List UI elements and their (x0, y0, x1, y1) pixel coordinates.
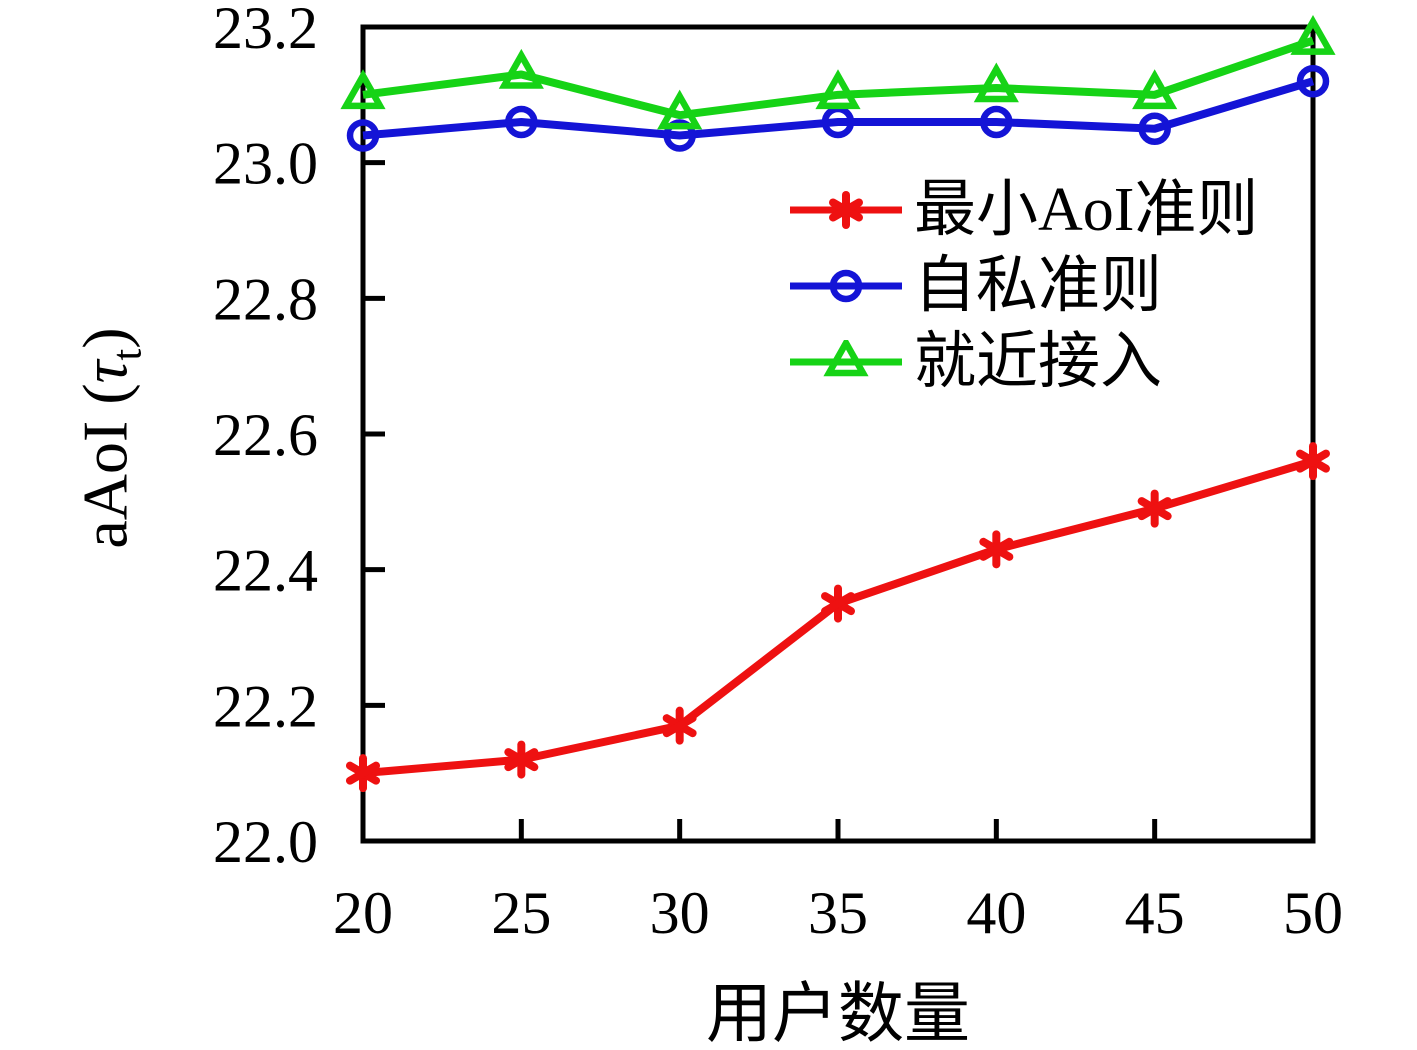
marker-selfish-45 (1138, 112, 1171, 145)
legend-marker-nearest (823, 340, 869, 377)
series-markers-selfish (346, 65, 1330, 152)
x-tick-label: 35 (808, 880, 868, 946)
legend-marker-selfish (829, 269, 863, 303)
y-tick-label: 22.0 (213, 809, 318, 875)
marker-min-aoi-50 (1296, 442, 1330, 481)
legend-label-min-aoi: 最小AoI准则 (914, 176, 1259, 244)
x-tick-label: 45 (1125, 880, 1185, 946)
x-tick-label: 50 (1283, 880, 1343, 946)
x-tick-label: 40 (966, 880, 1026, 946)
series-line-selfish (362, 77, 1315, 140)
marker-selfish-25 (505, 105, 538, 139)
marker-nearest-50 (1290, 14, 1336, 55)
legend-label-selfish: 自私准则 (914, 252, 1163, 320)
axes-ticks-layer: 22.0 22.2 22.4 22.6 22.8 23.0 23.2 20 25 30 35 40 45… (213, 0, 1343, 946)
marker-nearest-40 (973, 62, 1019, 103)
x-tick-label: 25 (491, 880, 551, 946)
marker-min-aoi-30 (662, 706, 697, 745)
legend-sample-asterisk-icon (790, 191, 902, 229)
series-markers-min-aoi (346, 442, 1330, 793)
series-line-nearest (362, 36, 1315, 120)
legend-label-nearest: 就近接入 (914, 328, 1163, 396)
y-tick-label: 22.8 (213, 266, 318, 332)
marker-nearest-25 (498, 48, 544, 89)
legend-item-nearest: 就近接入 (786, 324, 1258, 400)
x-axis-label: 用户数量 (706, 978, 970, 1050)
marker-selfish-50 (1296, 65, 1330, 98)
marker-min-aoi-45 (1137, 489, 1172, 528)
marker-selfish-40 (980, 105, 1013, 139)
marker-min-aoi-35 (821, 584, 855, 623)
y-axis-label-subscript: t (103, 348, 151, 361)
y-tick-label: 22.6 (213, 402, 318, 468)
y-axis-label-prefix: aAoI ( (69, 383, 141, 549)
series-markers-nearest (340, 14, 1336, 130)
y-tick-label: 23.0 (213, 131, 318, 197)
legend: 最小AoI准则 自私准则就近接入 (786, 172, 1258, 400)
x-tick-label: 20 (333, 880, 393, 946)
y-tick-label: 22.4 (213, 538, 318, 604)
x-tick-label: 30 (650, 880, 710, 946)
marker-min-aoi-40 (979, 530, 1014, 569)
legend-item-selfish: 自私准则 (786, 248, 1258, 324)
legend-sample-triangle-icon (790, 340, 902, 377)
legend-item-min-aoi: 最小AoI准则 (786, 172, 1258, 248)
legend-sample-circle-icon (790, 269, 902, 303)
plot-frame (360, 24, 1316, 844)
y-tick-label: 23.2 (213, 0, 318, 61)
marker-selfish-30 (663, 119, 696, 152)
y-axis-label-suffix: ) (69, 327, 141, 349)
tau-symbol: τ (69, 360, 141, 384)
series-layer (340, 14, 1336, 793)
marker-nearest-30 (657, 89, 703, 130)
marker-selfish-20 (346, 119, 380, 152)
marker-min-aoi-25 (504, 740, 539, 779)
marker-nearest-45 (1132, 69, 1178, 110)
marker-nearest-20 (340, 69, 386, 110)
y-axis-label: aAoI (τt) (69, 327, 152, 548)
y-tick-label: 22.2 (213, 673, 318, 739)
legend-marker-min-aoi (829, 191, 863, 229)
marker-nearest-35 (815, 69, 861, 110)
marker-min-aoi-20 (346, 754, 380, 793)
